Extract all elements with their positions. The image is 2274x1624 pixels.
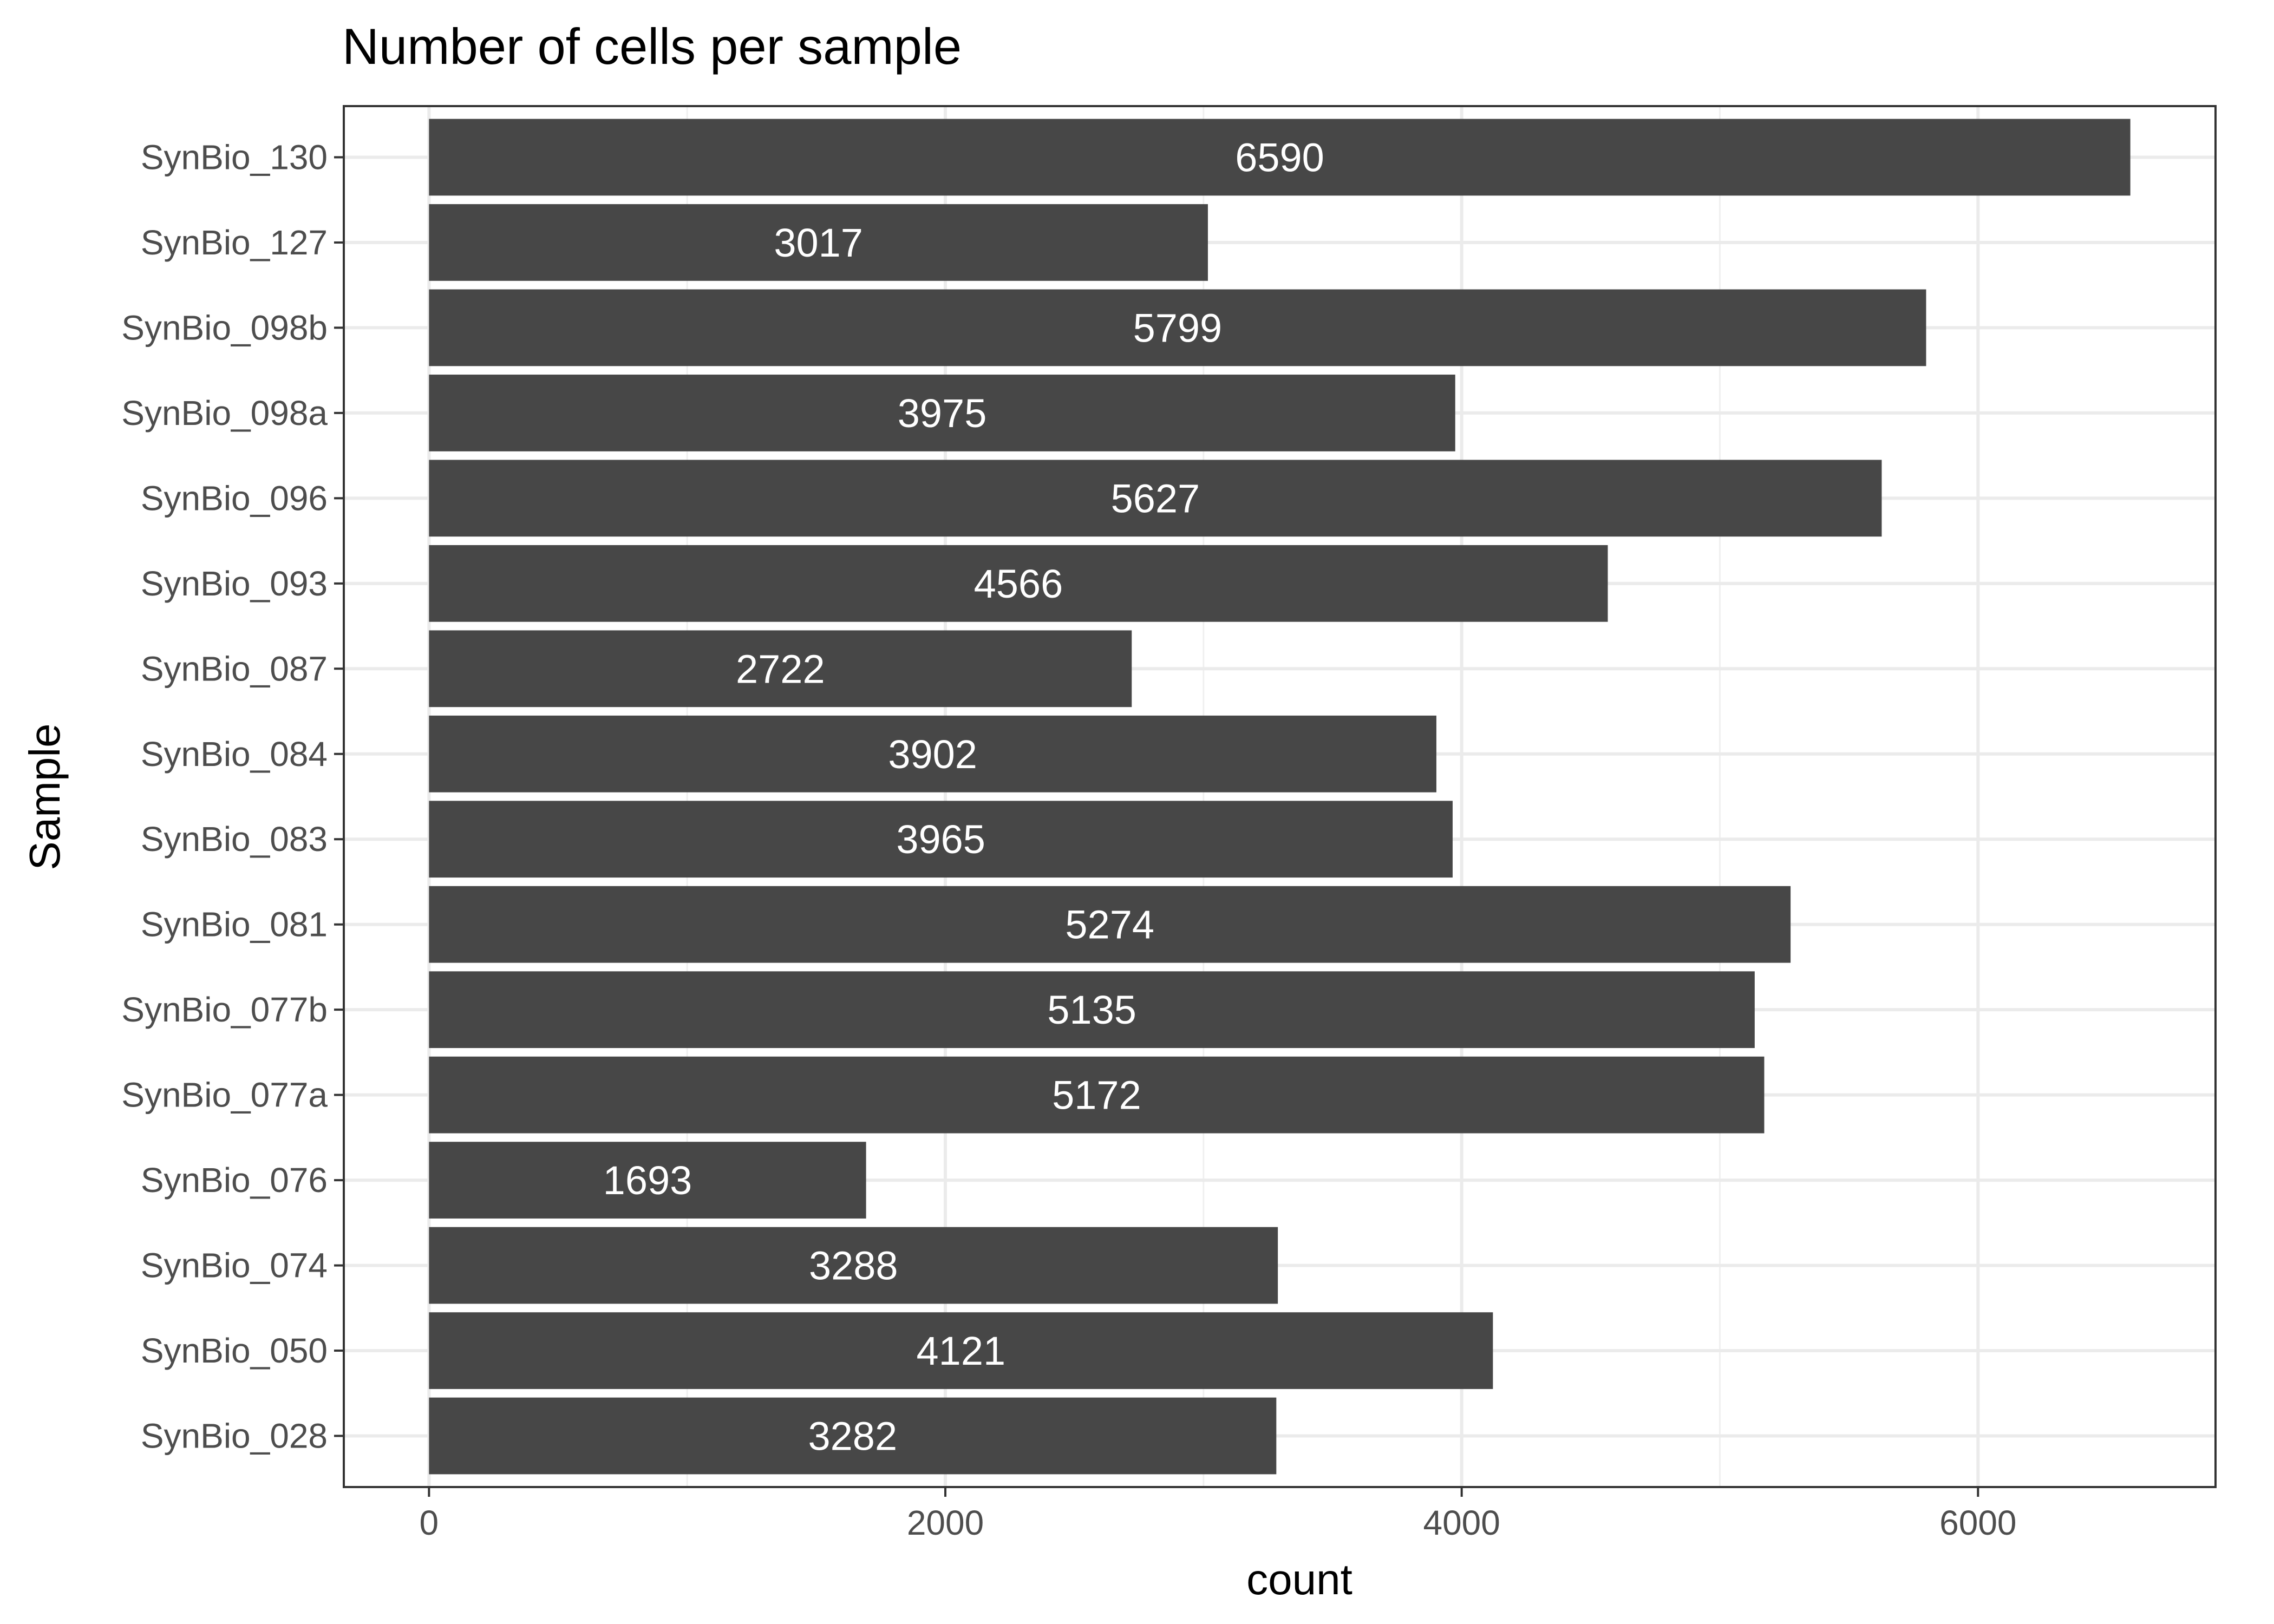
- bar: [429, 1056, 1765, 1134]
- bar-labels: 3282 4121 3288 1693 5172 5135 5274 3965 3902 2722…: [603, 135, 1324, 1458]
- y-tick-label: SynBio_083: [141, 820, 328, 859]
- chart-title: Number of cells per sample: [342, 18, 962, 75]
- bar: [429, 375, 1455, 451]
- bar: [429, 1312, 1493, 1389]
- y-tick-label: SynBio_096: [141, 479, 328, 518]
- bar-value-label: 3965: [896, 817, 985, 862]
- y-tick-label: SynBio_050: [141, 1331, 328, 1370]
- bar-value-label: 3017: [774, 220, 863, 265]
- bar-value-label: 6590: [1235, 135, 1324, 180]
- bar: [429, 289, 1926, 366]
- x-tick-label: 4000: [1423, 1503, 1500, 1542]
- bar: [429, 715, 1436, 793]
- bar-value-label: 3282: [808, 1414, 898, 1459]
- bar-value-label: 4121: [917, 1328, 1006, 1373]
- bar: [429, 460, 1882, 537]
- x-tick-label: 6000: [1939, 1503, 2016, 1542]
- bar-value-label: 3975: [898, 391, 987, 436]
- y-tick-label: SynBio_074: [141, 1246, 328, 1285]
- y-tick-label: SynBio_127: [141, 223, 328, 262]
- x-axis: 0 2000 4000 6000: [420, 1487, 2017, 1542]
- y-tick-label: SynBio_093: [141, 564, 328, 603]
- bar-value-label: 1693: [603, 1158, 692, 1203]
- y-tick-label: SynBio_098b: [121, 308, 328, 347]
- bar: [429, 971, 1755, 1049]
- bar-value-label: 5135: [1047, 987, 1136, 1032]
- bar: [429, 1142, 866, 1219]
- plot-border: [343, 105, 2217, 1488]
- bars: [429, 119, 2131, 1475]
- y-axis: SynBio_028 SynBio_050 SynBio_074 SynBio_076…: [121, 137, 344, 1456]
- bar-value-label: 5799: [1133, 305, 1223, 350]
- bar: [429, 1227, 1278, 1304]
- bar-value-label: 4566: [974, 561, 1063, 606]
- y-tick-label: SynBio_076: [141, 1161, 328, 1200]
- x-tick-label: 0: [420, 1503, 439, 1542]
- bar: [429, 545, 1608, 622]
- y-tick-label: SynBio_098a: [121, 394, 328, 433]
- bar: [429, 886, 1791, 963]
- bar: [429, 801, 1453, 878]
- y-tick-label: SynBio_130: [141, 137, 328, 176]
- bar: [429, 119, 2131, 196]
- bar: [429, 1397, 1277, 1475]
- x-tick-label: 2000: [907, 1503, 984, 1542]
- bar-value-label: 2722: [736, 646, 825, 691]
- bar: [429, 630, 1132, 708]
- bar-value-label: 5172: [1052, 1073, 1141, 1118]
- bar-value-label: 3288: [809, 1243, 898, 1288]
- y-tick-label: SynBio_028: [141, 1417, 328, 1456]
- y-tick-label: SynBio_077b: [121, 990, 328, 1029]
- y-tick-label: SynBio_077a: [121, 1076, 328, 1115]
- bar-value-label: 5274: [1065, 902, 1154, 947]
- y-tick-label: SynBio_084: [141, 735, 328, 774]
- y-tick-label: SynBio_081: [141, 905, 328, 944]
- bar-value-label: 3902: [888, 732, 977, 777]
- x-axis-title: count: [1246, 1555, 1352, 1603]
- bar: [429, 204, 1208, 281]
- y-axis-title: Sample: [21, 723, 69, 870]
- y-tick-label: SynBio_087: [141, 649, 328, 688]
- bar-value-label: 5627: [1111, 476, 1200, 521]
